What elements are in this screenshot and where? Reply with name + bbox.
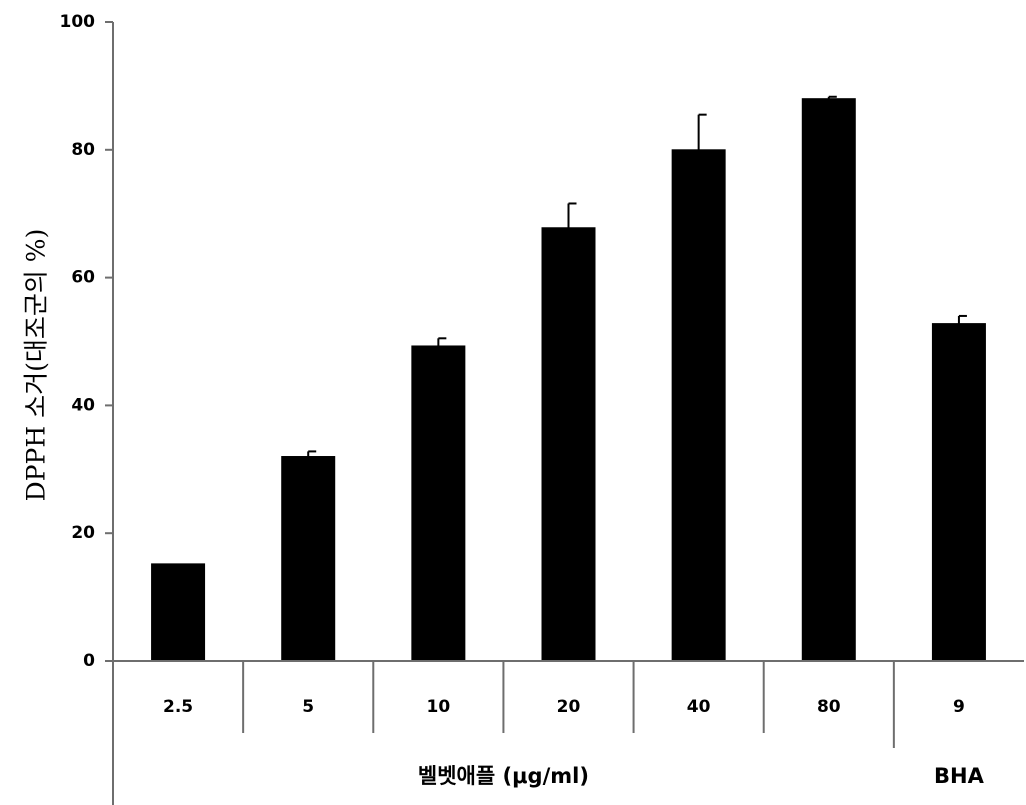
bar — [541, 227, 596, 662]
y-tick-label: 60 — [71, 268, 95, 288]
bar — [411, 345, 466, 662]
y-tick-label: 80 — [71, 140, 95, 160]
bar — [151, 563, 206, 662]
y-tick-label: 0 — [83, 651, 95, 671]
x-tick-label: 10 — [427, 697, 451, 717]
y-axis: 0 20 40 60 80 100 — [60, 12, 114, 805]
bar — [281, 456, 336, 662]
bar — [671, 149, 726, 662]
y-tick-label: 20 — [71, 523, 95, 543]
x-tick-label: 2.5 — [163, 697, 193, 717]
bar — [801, 98, 856, 662]
x-tick-label: 9 — [953, 697, 965, 717]
y-tick-label: 40 — [71, 395, 95, 415]
bar — [931, 323, 986, 662]
group-label: BHA — [934, 764, 985, 788]
x-tick-label: 5 — [302, 697, 314, 717]
x-tick-label: 80 — [817, 697, 841, 717]
x-axis: 2.5 5 10 20 40 80 9 벨벳애플 (μg/ml) BHA — [113, 660, 1024, 788]
x-tick-label: 40 — [687, 697, 711, 717]
x-tick-label: 20 — [557, 697, 581, 717]
y-tick-label: 100 — [60, 12, 96, 32]
group-label: 벨벳애플 (μg/ml) — [418, 764, 589, 788]
bars — [151, 95, 986, 662]
y-axis-title: DPPH 소거(대조군의 %) — [22, 229, 51, 502]
